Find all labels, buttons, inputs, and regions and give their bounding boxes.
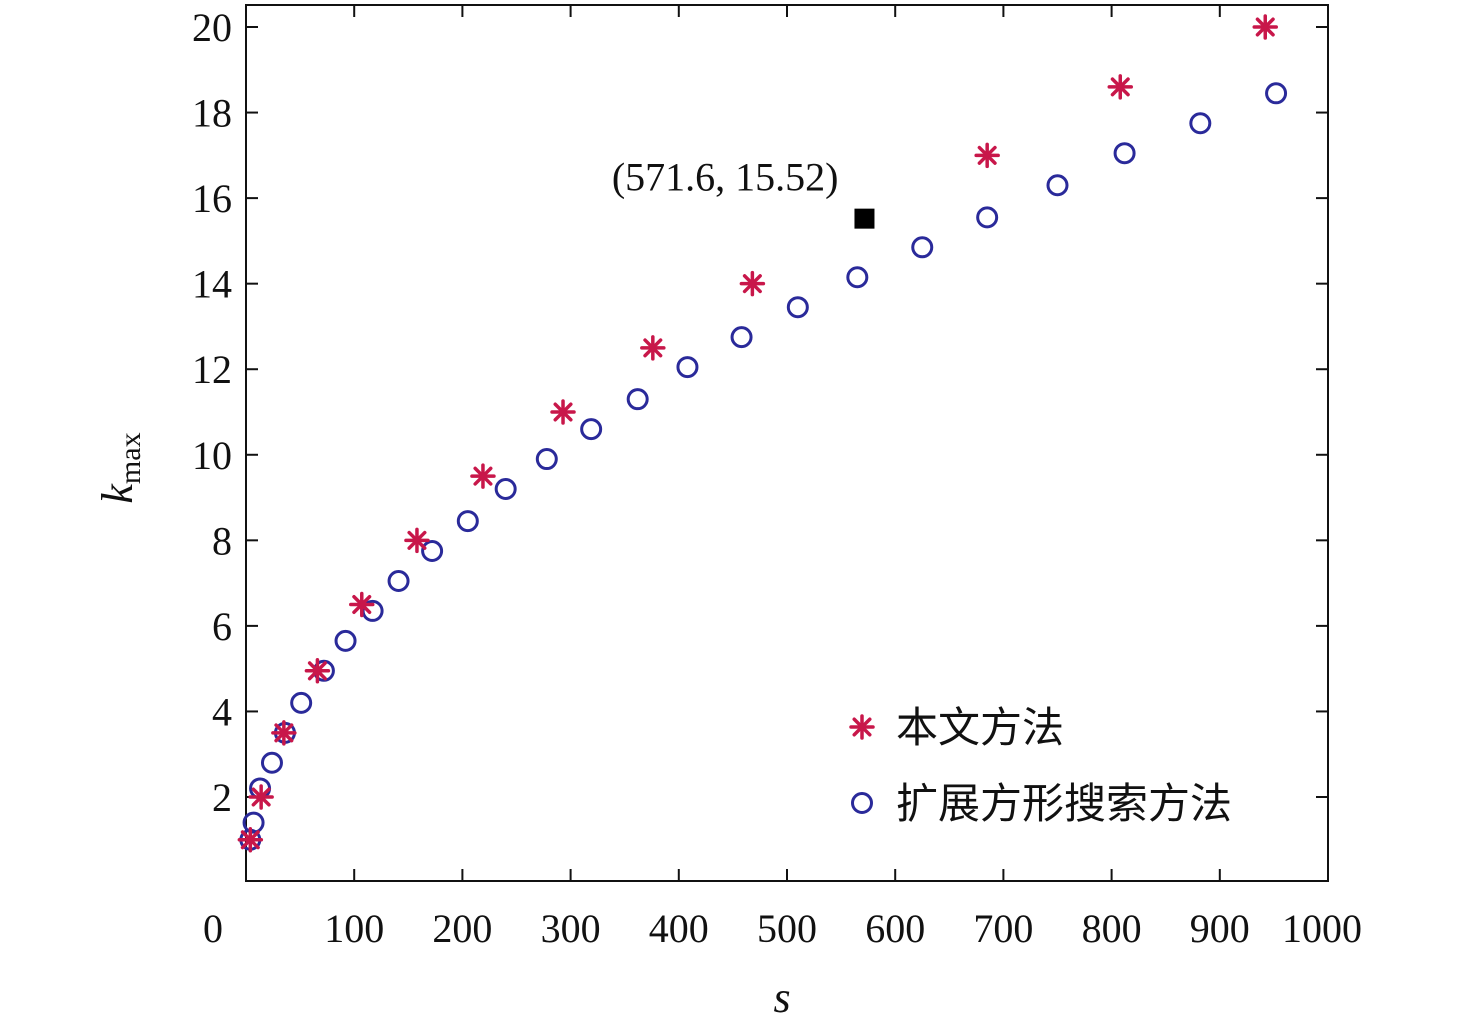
data-point-asterisk <box>739 270 766 297</box>
x-axis-label: s <box>773 973 790 1022</box>
data-point-asterisk <box>1107 74 1134 100</box>
data-point-circle <box>676 356 699 379</box>
y-axis-label-main: k <box>93 483 142 504</box>
data-point-circle <box>1113 142 1136 165</box>
legend-asterisk <box>849 714 875 740</box>
data-point-asterisk <box>271 720 297 746</box>
data-point-circle <box>421 540 444 563</box>
y-axis: 2 4 6 8 10 12 14 16 18 20 <box>192 5 1328 820</box>
x-tick-label: 1000 <box>1282 906 1362 951</box>
annotation-label: (571.6, 15.52) <box>612 155 839 200</box>
data-point-circle <box>580 418 603 441</box>
data-point-circle <box>976 206 999 229</box>
data-point-asterisk <box>349 591 375 618</box>
data-series <box>237 14 1288 853</box>
y-tick-label: 10 <box>192 433 232 478</box>
data-point-asterisk <box>237 827 264 853</box>
data-point-circle <box>1046 174 1069 197</box>
data-point-circle <box>387 569 410 592</box>
data-point-circle <box>260 751 283 774</box>
data-point-asterisk <box>1252 14 1278 40</box>
legend-marker-asterisk <box>849 714 875 740</box>
data-point-circle <box>334 629 357 652</box>
data-point-circle <box>494 478 517 500</box>
data-point-asterisk <box>974 142 1000 169</box>
data-point-asterisk <box>404 527 430 554</box>
x-tick-label: 700 <box>973 906 1033 951</box>
legend-label-1: 扩展方形搜索方法 <box>896 779 1232 828</box>
x-tick-label: 500 <box>757 906 817 951</box>
y-axis-label: kmax <box>93 432 147 503</box>
x-tick-label: 300 <box>541 906 601 951</box>
data-point-circle <box>456 510 479 533</box>
legend-label-0: 本文方法 <box>896 703 1064 752</box>
x-axis: 0 100 200 300 400 500 600 700 800 900 1000 <box>203 5 1362 951</box>
legend-marker-circle <box>851 792 873 814</box>
annotation-marker <box>854 208 875 229</box>
y-tick-label: 4 <box>212 689 232 734</box>
data-point-asterisk <box>640 335 666 361</box>
x-tick-label: 100 <box>324 906 384 951</box>
y-tick-label: 6 <box>212 604 232 649</box>
data-point-asterisk <box>248 784 274 810</box>
data-point-circle <box>242 811 265 834</box>
legend: 本文方法 扩展方形搜索方法 <box>849 703 1232 828</box>
y-tick-label: 2 <box>212 775 232 820</box>
y-tick-label: 12 <box>192 347 232 392</box>
y-tick-label: 18 <box>192 91 232 136</box>
y-tick-label: 8 <box>212 518 232 563</box>
x-tick-label: 900 <box>1190 906 1250 951</box>
y-tick-label: 20 <box>192 5 232 50</box>
data-point-circle <box>911 236 934 259</box>
annotation: (571.6, 15.52) <box>612 155 875 229</box>
data-point-circle <box>846 266 869 289</box>
data-point-circle <box>1189 112 1212 135</box>
data-point-asterisk <box>550 399 576 425</box>
data-point-circle <box>535 448 558 471</box>
x-tick-label: 600 <box>865 906 925 951</box>
y-tick-label: 14 <box>192 262 232 307</box>
x-tick-label: 0 <box>203 906 223 951</box>
y-axis-label-sub: max <box>114 432 147 484</box>
plot-frame <box>245 4 1329 882</box>
data-point-circle <box>786 296 809 319</box>
data-point-circle <box>730 326 753 349</box>
x-tick-label: 200 <box>432 906 492 951</box>
data-point-asterisk <box>470 463 496 489</box>
data-point-circle <box>1265 82 1288 105</box>
data-point-circle <box>626 388 649 411</box>
data-point-circle <box>290 691 313 714</box>
y-tick-label: 16 <box>192 176 232 221</box>
x-tick-label: 400 <box>649 906 709 951</box>
x-tick-label: 800 <box>1082 906 1142 951</box>
legend-circle <box>851 792 873 814</box>
data-point-asterisk <box>304 658 331 684</box>
